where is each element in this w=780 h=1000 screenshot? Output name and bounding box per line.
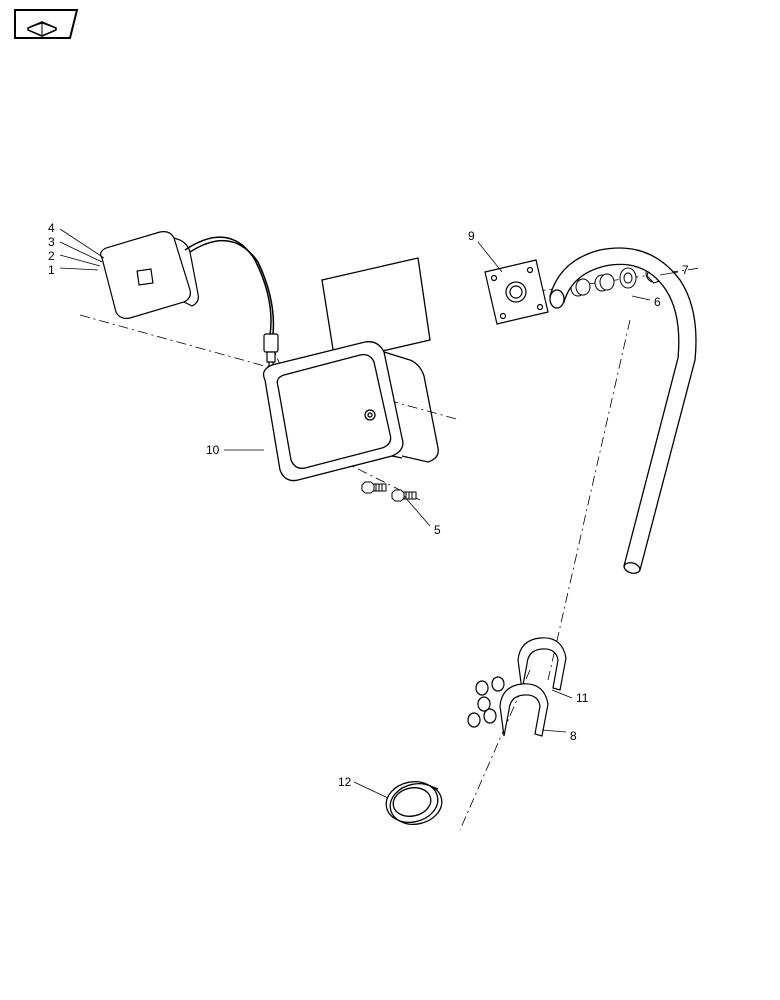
exploded-assembly-diagram: 1 2 3 4 5 6 7 8 9 10 11 12 <box>0 0 780 1000</box>
assembly-axes <box>80 268 700 830</box>
label-6: 6 <box>654 295 661 309</box>
part-housing <box>264 258 439 481</box>
label-8: 8 <box>570 729 577 743</box>
part-tube <box>550 248 696 575</box>
label-1: 1 <box>48 263 55 277</box>
label-9: 9 <box>468 229 475 243</box>
label-7: 7 <box>682 263 689 277</box>
part-grommet <box>382 777 445 829</box>
part-ubolts <box>468 638 566 736</box>
diagram-svg: 1 2 3 4 5 6 7 8 9 10 11 12 <box>0 0 780 1000</box>
label-3: 3 <box>48 235 55 249</box>
label-12: 12 <box>338 775 352 789</box>
label-4: 4 <box>48 221 55 235</box>
label-5: 5 <box>434 523 441 537</box>
part-light-assembly <box>101 232 278 370</box>
book-icon <box>15 10 77 38</box>
part-mounting-plate <box>485 260 548 324</box>
label-11: 11 <box>576 691 589 705</box>
label-10: 10 <box>206 443 220 457</box>
label-2: 2 <box>48 249 55 263</box>
